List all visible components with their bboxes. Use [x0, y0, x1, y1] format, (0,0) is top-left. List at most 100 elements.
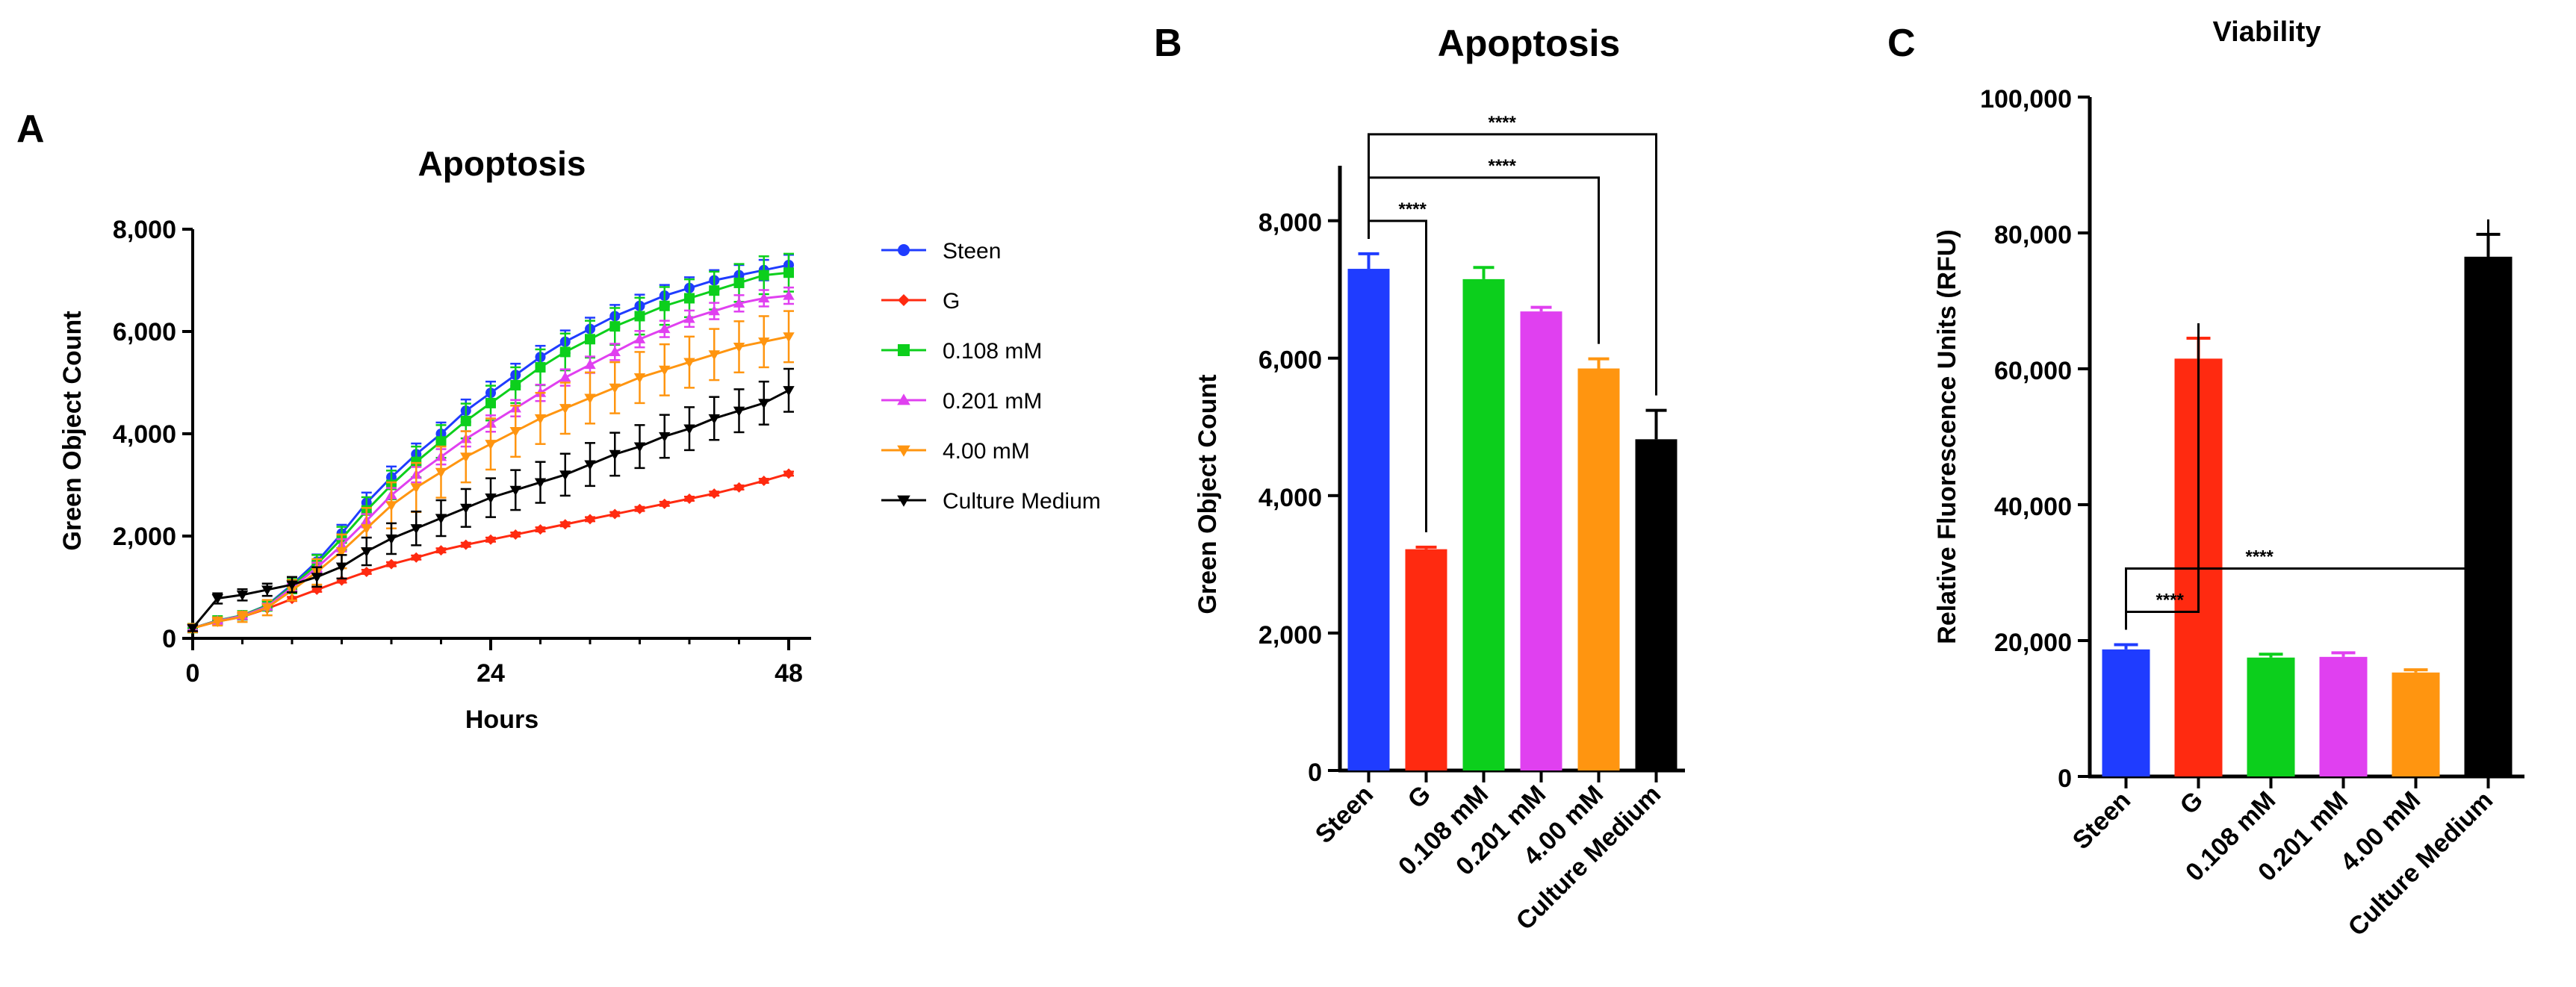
- significance-label: ****: [2156, 590, 2185, 610]
- data-point: [211, 617, 223, 628]
- significance-label: ****: [1489, 156, 1517, 176]
- legend-marker-culture-medium: [897, 495, 910, 507]
- data-point: [683, 424, 695, 435]
- legend-label-0-108-mm: 0.108 mM: [943, 339, 1042, 364]
- chart-a-y-tick-label: 8,000: [113, 216, 176, 244]
- data-point: [683, 358, 695, 368]
- bar-4-00-mm: [2392, 672, 2440, 776]
- bar-steen: [1347, 269, 1390, 770]
- data-point: [609, 508, 621, 520]
- bar-0-201-mm: [1520, 311, 1562, 770]
- data-point: [411, 552, 422, 563]
- data-point: [633, 333, 646, 343]
- data-point: [311, 573, 323, 583]
- data-point: [361, 566, 372, 577]
- chart-b-ylabel: Green Object Count: [1194, 374, 1222, 614]
- significance-label: ****: [1399, 199, 1427, 219]
- chart-c-y-tick-label: 80,000: [1994, 221, 2072, 249]
- data-point: [584, 358, 596, 370]
- data-point: [559, 519, 571, 530]
- legend-label-4-00-mm: 4.00 mM: [943, 439, 1030, 464]
- data-point: [485, 494, 497, 504]
- data-point: [758, 270, 769, 281]
- chart-c-title: Viability: [2212, 16, 2321, 48]
- data-point: [609, 346, 621, 356]
- chart-a-y-tick-label: 6,000: [113, 318, 176, 346]
- data-point: [435, 436, 447, 447]
- bar-culture-medium: [1635, 439, 1677, 770]
- series-4-00-mm: [187, 310, 795, 634]
- data-point: [335, 562, 348, 573]
- data-point: [609, 321, 621, 332]
- data-point: [510, 379, 521, 390]
- data-point: [485, 534, 496, 545]
- chart-b-x-tick-label: G: [1403, 780, 1437, 815]
- data-point: [460, 539, 471, 550]
- data-point: [485, 397, 496, 408]
- data-point: [634, 503, 645, 514]
- data-point: [261, 585, 273, 596]
- data-point: [460, 452, 472, 463]
- data-point: [758, 399, 770, 409]
- bar-chart-apoptosis: Apoptosis Green Object Count 0 2,000 4,000…: [1194, 22, 1685, 935]
- chart-b-y-tick-label: 4,000: [1258, 484, 1322, 512]
- data-point: [708, 414, 720, 425]
- data-point: [758, 292, 770, 303]
- chart-b-title: Apoptosis: [1438, 22, 1620, 64]
- series-culture-medium: [187, 367, 795, 634]
- chart-b-y-tick-label: 2,000: [1258, 621, 1322, 650]
- data-point: [683, 313, 695, 323]
- chart-c-y-tick-label: 60,000: [1994, 357, 2072, 385]
- chart-c-y-tick-label: 40,000: [1994, 493, 2072, 521]
- data-point: [659, 432, 671, 443]
- data-point: [559, 371, 571, 382]
- data-point: [733, 297, 745, 308]
- data-point: [361, 524, 373, 535]
- chart-a-x-tick-label: 24: [477, 659, 505, 688]
- data-point: [733, 277, 745, 288]
- data-point: [534, 414, 547, 425]
- chart-a-title: Apoptosis: [418, 144, 586, 183]
- data-point: [385, 534, 397, 545]
- data-point: [485, 440, 497, 450]
- data-point: [535, 361, 546, 373]
- data-point: [460, 503, 472, 514]
- data-point: [559, 404, 571, 414]
- bar-steen: [2102, 649, 2150, 776]
- data-point: [361, 547, 373, 558]
- data-point: [435, 467, 447, 479]
- data-point: [659, 323, 671, 334]
- bar-0-108-mm: [2247, 657, 2295, 776]
- data-point: [509, 485, 521, 496]
- data-point: [733, 482, 745, 493]
- data-point: [460, 415, 471, 426]
- data-point: [708, 350, 720, 361]
- chart-c-x-tick-label: Steen: [2067, 786, 2136, 855]
- data-point: [559, 346, 571, 358]
- bar-0-201-mm: [2319, 656, 2368, 776]
- data-point: [758, 337, 770, 348]
- legend-label-0-201-mm: 0.201 mM: [943, 389, 1042, 414]
- data-point: [783, 267, 794, 278]
- data-point: [585, 514, 595, 525]
- legend-marker-4-00-mm: [897, 445, 910, 457]
- data-point: [335, 547, 348, 558]
- data-point: [783, 386, 795, 396]
- data-point: [286, 580, 298, 591]
- data-point: [659, 498, 670, 509]
- data-point: [435, 545, 447, 556]
- data-point: [509, 426, 521, 438]
- significance-bracket: [1368, 133, 1657, 396]
- data-point: [783, 468, 794, 479]
- legend-marker-g: [898, 294, 910, 306]
- data-point: [585, 334, 595, 345]
- data-point: [659, 365, 671, 376]
- chart-c-x-tick-label: G: [2175, 786, 2209, 821]
- chart-a-x-tick-label: 48: [775, 659, 803, 688]
- data-point: [410, 483, 422, 494]
- data-point: [634, 311, 645, 322]
- significance-label: ****: [1489, 113, 1517, 133]
- data-point: [236, 591, 249, 601]
- data-point: [236, 612, 249, 623]
- data-point: [609, 449, 621, 461]
